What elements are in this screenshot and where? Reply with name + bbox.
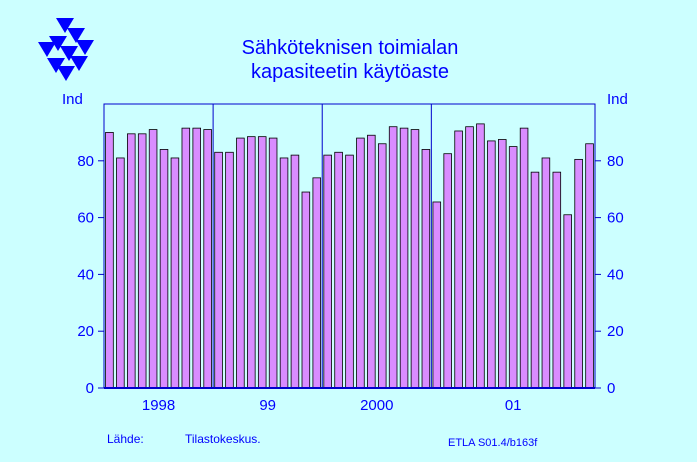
chart-title-line-1: Sähköteknisen toimialan [242, 37, 459, 59]
bar [356, 137, 365, 389]
source-text: Tilastokeskus. [185, 432, 261, 446]
bar [465, 126, 474, 389]
bar [410, 129, 420, 389]
bar [236, 137, 245, 389]
bar [432, 201, 442, 389]
logo-triangle [38, 42, 56, 57]
bar [585, 143, 594, 389]
y-tick-label-left: 0 [86, 380, 94, 397]
bar [377, 143, 387, 389]
bar [279, 157, 289, 389]
bar [127, 133, 136, 389]
y-tick-label-left: 80 [77, 153, 94, 170]
bar [334, 151, 343, 389]
bar [388, 126, 398, 389]
bar [530, 171, 540, 389]
bar [225, 151, 234, 389]
bar [552, 171, 562, 389]
bar [323, 154, 332, 389]
bar [508, 146, 518, 389]
y-tick-label-left: 40 [77, 266, 94, 283]
axes: 0 0 20 20 40 40 60 60 80 80 1998 99 2000 01 [77, 104, 624, 414]
logo-triangle [67, 28, 85, 43]
bar [443, 153, 452, 389]
bar [541, 157, 551, 389]
bar [247, 136, 256, 389]
bar-series [105, 123, 594, 389]
y-axis-label-left: Ind [62, 91, 83, 108]
footer-code: ETLA S01.4/b163f [448, 437, 538, 449]
logo-triangle [60, 46, 78, 61]
bar [476, 123, 485, 389]
x-tick-label: 99 [259, 397, 276, 414]
logo-triangle [70, 56, 88, 71]
y-tick-label-right: 60 [607, 210, 624, 227]
chart-title-line-2: kapasiteetin käytöaste [251, 61, 449, 83]
logo-triangle [57, 66, 75, 81]
bar [192, 127, 201, 389]
etla-logo [38, 18, 94, 81]
logo-triangle [56, 18, 74, 33]
y-tick-label-right: 0 [607, 380, 615, 397]
bar [312, 177, 322, 389]
y-tick-label-right: 40 [607, 266, 624, 283]
x-tick-label: 2000 [360, 397, 393, 414]
bar [148, 129, 158, 389]
logo-triangle [47, 58, 65, 73]
bar [487, 140, 496, 389]
bar [170, 157, 180, 389]
bar [203, 129, 212, 389]
bar [116, 157, 125, 389]
bar [399, 127, 409, 389]
y-tick-label-left: 60 [77, 210, 94, 227]
bar [367, 134, 376, 389]
bar [290, 154, 300, 389]
logo-triangle [76, 40, 94, 55]
bar [519, 127, 529, 389]
bar [159, 149, 169, 389]
logo-triangle [49, 36, 67, 51]
bar [268, 137, 278, 389]
source-label: Lähde: [107, 432, 144, 446]
bar [214, 151, 223, 389]
y-axis-label-right: Ind [607, 91, 628, 108]
bar [181, 127, 191, 389]
x-tick-label: 01 [505, 397, 522, 414]
bar [345, 154, 354, 389]
bar [421, 149, 431, 389]
bar [257, 136, 267, 389]
bar [563, 214, 572, 389]
gridlines [212, 104, 432, 388]
y-tick-label-right: 20 [607, 323, 624, 340]
y-tick-label-right: 80 [607, 153, 624, 170]
x-tick-label: 1998 [142, 397, 175, 414]
bar [105, 131, 114, 389]
bar [301, 191, 311, 389]
bar [497, 139, 507, 389]
bar [454, 130, 463, 389]
bar [574, 158, 583, 389]
y-tick-label-left: 20 [77, 323, 94, 340]
bar [137, 133, 147, 389]
